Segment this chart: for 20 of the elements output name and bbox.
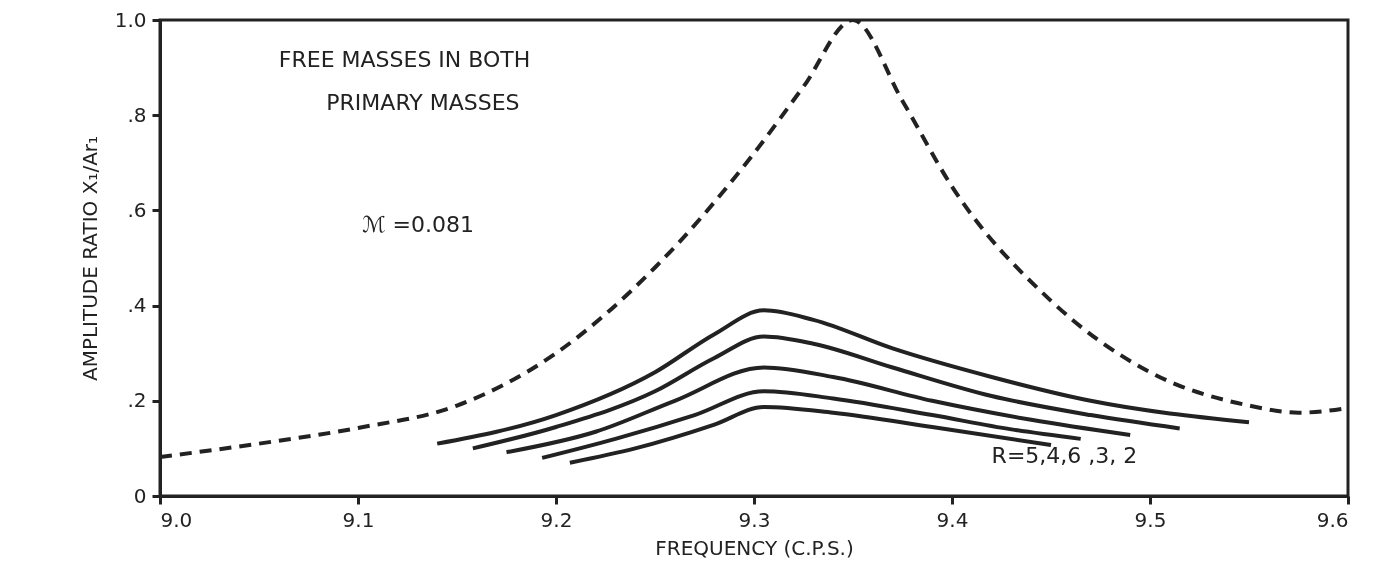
x-tick-label: 9.1 [342, 507, 375, 532]
y-axis-title: AMPLITUDE RATIO X₁/Ar₁ [77, 135, 102, 382]
y-tick-label: .6 [127, 197, 147, 222]
y-tick-label: .4 [127, 293, 147, 318]
x-axis-title: FREQUENCY (C.P.S.) [655, 535, 854, 560]
x-tick-label: 9.6 [1316, 507, 1349, 532]
y-tick-label: .8 [127, 102, 147, 127]
x-tick-label: 9.0 [160, 507, 193, 532]
x-tick-label: 9.3 [738, 507, 771, 532]
line-series [435, 308, 1251, 446]
y-tick-label: 1.0 [114, 7, 147, 32]
annotation: ℳ =0.081 [361, 211, 474, 237]
annotation: R=5,4,6 ,3, 2 [991, 442, 1138, 468]
y-tick-label: 0 [133, 483, 147, 508]
x-tick-label: 9.2 [540, 507, 573, 532]
x-tick-label: 9.4 [936, 507, 969, 532]
x-tick-label: 9.5 [1134, 507, 1167, 532]
annotation: FREE MASSES IN BOTH [278, 47, 531, 73]
y-tick-label: .2 [127, 388, 147, 413]
annotation: PRIMARY MASSES [326, 90, 520, 116]
